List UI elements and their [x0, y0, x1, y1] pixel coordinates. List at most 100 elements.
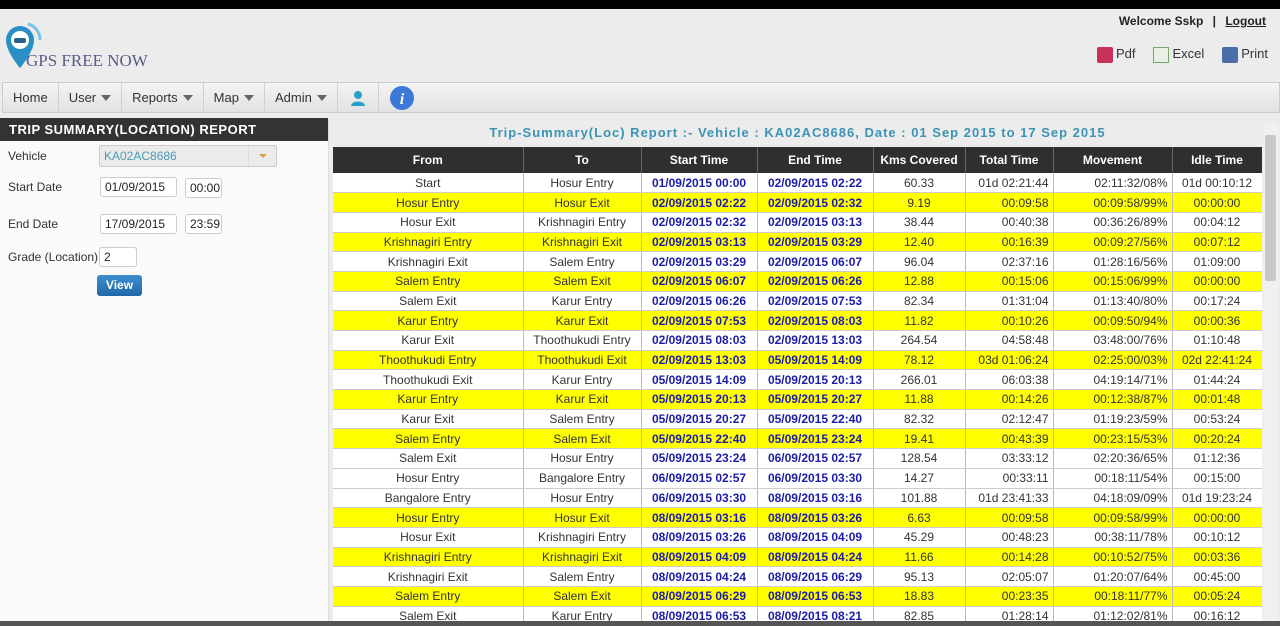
- cell-total-time: 04:58:48: [965, 330, 1054, 351]
- vehicle-value: KA02AC8686: [104, 149, 177, 163]
- nav-map[interactable]: Map: [204, 83, 265, 112]
- view-button[interactable]: View: [97, 275, 142, 296]
- cell-start-time: 08/09/2015 06:29: [641, 586, 758, 607]
- cell-end-time: 05/09/2015 22:40: [757, 409, 874, 430]
- cell-movement: 01:13:40/80%: [1053, 291, 1173, 312]
- cell-idle-time: 00:03:36: [1172, 547, 1262, 568]
- cell-from: Krishnagiri Entry: [333, 547, 524, 568]
- cell-kms-covered: 6.63: [873, 507, 966, 528]
- logout-link[interactable]: Logout: [1225, 14, 1266, 28]
- grade-input[interactable]: 2: [99, 247, 137, 267]
- cell-from: Hosur Exit: [333, 212, 524, 233]
- cell-to: Salem Entry: [523, 409, 642, 430]
- logo[interactable]: GPS FREE NOW: [4, 18, 164, 74]
- cell-movement: 00:18:11/77%: [1053, 586, 1173, 607]
- nav-profile[interactable]: [338, 83, 379, 112]
- column-header-total-time[interactable]: Total Time: [965, 147, 1054, 173]
- cell-total-time: 02:37:16: [965, 251, 1054, 272]
- nav-info[interactable]: i: [379, 83, 425, 112]
- cell-end-time: 02/09/2015 03:29: [757, 232, 874, 253]
- table-row: Krishnagiri Entry Krishnagiri Exit 02/09/2…: [333, 232, 1262, 253]
- cell-idle-time: 00:00:00: [1172, 192, 1262, 213]
- cell-movement: 01:12:02/81%: [1053, 606, 1173, 621]
- cell-start-time: 08/09/2015 06:53: [641, 606, 758, 621]
- cell-kms-covered: 82.34: [873, 291, 966, 312]
- cell-end-time: 05/09/2015 20:27: [757, 389, 874, 410]
- report-form-panel: TRIP SUMMARY(LOCATION) REPORT: [0, 118, 329, 626]
- column-header-end-time[interactable]: End Time: [757, 147, 874, 173]
- scrollbar-thumb[interactable]: [1265, 135, 1276, 281]
- pdf-button[interactable]: Pdf: [1096, 46, 1135, 63]
- cell-to: Hosur Entry: [523, 173, 642, 194]
- nav-admin[interactable]: Admin: [265, 83, 338, 112]
- column-header-to[interactable]: To: [523, 147, 642, 173]
- cell-start-time: 02/09/2015 08:03: [641, 330, 758, 351]
- cell-from: Thoothukudi Exit: [333, 369, 524, 391]
- nav-home[interactable]: Home: [3, 83, 59, 112]
- nav-reports[interactable]: Reports: [122, 83, 204, 112]
- cell-to: Karur Entry: [523, 291, 642, 312]
- column-header-kms-covered[interactable]: Kms Covered: [873, 147, 966, 173]
- excel-label: Excel: [1172, 46, 1205, 61]
- logo-text: GPS FREE NOW: [26, 51, 148, 70]
- nav-label: Map: [213, 90, 239, 105]
- table-scrollbar[interactable]: [1263, 123, 1278, 621]
- cell-kms-covered: 266.01: [873, 369, 966, 391]
- cell-total-time: 00:09:58: [965, 192, 1054, 213]
- cell-start-time: 05/09/2015 20:13: [641, 389, 758, 410]
- nav-label: User: [68, 90, 97, 105]
- column-header-movement[interactable]: Movement: [1053, 147, 1173, 173]
- end-time-input[interactable]: 23:59: [185, 214, 222, 234]
- cell-start-time: 02/09/2015 06:26: [641, 291, 758, 312]
- cell-idle-time: 00:04:12: [1172, 212, 1262, 233]
- excel-button[interactable]: Excel: [1153, 46, 1204, 63]
- column-header-idle-time[interactable]: Idle Time: [1172, 147, 1262, 173]
- table-row: Hosur Entry Hosur Exit 08/09/2015 03:16 08/…: [333, 507, 1262, 528]
- cell-kms-covered: 95.13: [873, 566, 966, 587]
- cell-movement: 02:25:00/03%: [1053, 350, 1173, 371]
- cell-kms-covered: 14.27: [873, 468, 966, 489]
- cell-from: Salem Exit: [333, 606, 524, 621]
- cell-to: Salem Exit: [523, 271, 642, 292]
- cell-movement: 00:10:52/75%: [1053, 547, 1173, 568]
- cell-to: Hosur Entry: [523, 488, 642, 509]
- end-date-label: End Date: [8, 217, 59, 231]
- nav-user[interactable]: User: [59, 83, 123, 112]
- cell-start-time: 08/09/2015 03:16: [641, 507, 758, 528]
- cell-to: Hosur Exit: [523, 507, 642, 528]
- start-date-input[interactable]: 01/09/2015: [100, 177, 177, 197]
- cell-movement: 00:09:58/99%: [1053, 192, 1173, 213]
- cell-total-time: 03:33:12: [965, 448, 1054, 469]
- cell-start-time: 06/09/2015 02:57: [641, 468, 758, 489]
- table-row: Hosur Entry Hosur Exit 02/09/2015 02:22 02/…: [333, 192, 1262, 213]
- cell-movement: 01:19:23/59%: [1053, 409, 1173, 430]
- cell-start-time: 08/09/2015 03:26: [641, 527, 758, 548]
- cell-idle-time: 01:10:48: [1172, 330, 1262, 351]
- cell-kms-covered: 128.54: [873, 448, 966, 469]
- cell-movement: 00:09:50/94%: [1053, 310, 1173, 331]
- cell-kms-covered: 78.12: [873, 350, 966, 371]
- cell-total-time: 01d 02:21:44: [965, 173, 1054, 194]
- start-time-input[interactable]: 00:00: [185, 178, 222, 198]
- vehicle-select[interactable]: KA02AC8686: [99, 145, 277, 167]
- welcome-text: Welcome Sskp: [1118, 14, 1204, 28]
- column-header-from[interactable]: From: [333, 147, 524, 173]
- cell-total-time: 03d 01:06:24: [965, 350, 1054, 371]
- cell-end-time: 05/09/2015 23:24: [757, 428, 874, 450]
- cell-start-time: 08/09/2015 04:09: [641, 547, 758, 568]
- end-date-input[interactable]: 17/09/2015: [100, 214, 177, 234]
- print-button[interactable]: Print: [1222, 46, 1268, 63]
- table-row: Thoothukudi Exit Karur Entry 05/09/2015 14…: [333, 369, 1262, 391]
- cell-to: Krishnagiri Exit: [523, 232, 642, 253]
- column-header-start-time[interactable]: Start Time: [641, 147, 758, 173]
- cell-end-time: 02/09/2015 07:53: [757, 291, 874, 312]
- cell-to: Thoothukudi Entry: [523, 330, 642, 351]
- cell-to: Salem Entry: [523, 566, 642, 587]
- report-table-container: From To Start Time End Time Kms Covered Total…: [333, 147, 1262, 621]
- cell-total-time: 00:09:58: [965, 507, 1054, 528]
- cell-kms-covered: 60.33: [873, 173, 966, 194]
- cell-movement: 02:11:32/08%: [1053, 173, 1173, 194]
- cell-from: Krishnagiri Exit: [333, 251, 524, 272]
- cell-movement: 00:18:11/54%: [1053, 468, 1173, 489]
- cell-end-time: 06/09/2015 02:57: [757, 448, 874, 469]
